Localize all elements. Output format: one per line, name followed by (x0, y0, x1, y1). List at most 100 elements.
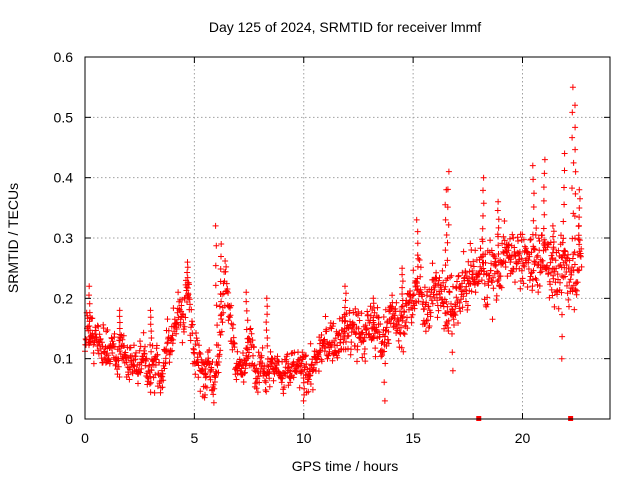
spike-point (86, 292, 92, 299)
spike-point (212, 282, 219, 289)
dip-point (558, 355, 565, 362)
data-point (166, 359, 173, 366)
spike-point (218, 241, 225, 247)
y-tick-label: 0.6 (54, 49, 74, 65)
data-point (378, 353, 385, 360)
data-point (507, 235, 513, 242)
spike-point (184, 274, 191, 281)
data-point (535, 235, 542, 242)
dip-point (202, 391, 208, 398)
data-point (259, 360, 266, 367)
spike-point (575, 232, 582, 239)
spike-point (576, 186, 583, 193)
data-point (358, 310, 365, 317)
data-point (490, 285, 497, 292)
data-point (263, 388, 270, 395)
data-point (457, 283, 464, 290)
data-point (478, 277, 485, 284)
data-point (572, 286, 579, 293)
dip-point (301, 391, 308, 398)
data-point (489, 316, 496, 323)
y-axis-label: SRMTID / TECUs (5, 183, 21, 293)
data-point (278, 379, 285, 386)
dip-point (449, 367, 456, 374)
data-point (253, 385, 260, 392)
data-point (576, 237, 583, 244)
spike-point (399, 278, 406, 285)
data-point (121, 342, 128, 349)
spike-point (569, 185, 575, 192)
data-point (426, 323, 433, 329)
spike-point (495, 233, 502, 240)
data-point (435, 307, 442, 314)
data-points (82, 84, 585, 421)
data-point (227, 312, 234, 319)
data-point (208, 366, 215, 373)
data-point (309, 386, 316, 393)
data-point (444, 303, 451, 310)
spike-point (569, 109, 576, 116)
data-point (451, 322, 457, 328)
data-point (393, 299, 400, 306)
data-point (170, 336, 177, 343)
data-point (529, 276, 536, 283)
data-point (504, 273, 511, 280)
data-point (495, 269, 502, 276)
data-point (544, 240, 551, 247)
spike-point (561, 252, 568, 259)
data-point (131, 342, 137, 349)
spike-point (218, 316, 225, 322)
spike-point (540, 225, 547, 232)
data-point (445, 328, 452, 334)
data-point (348, 339, 355, 346)
data-point (467, 262, 474, 269)
data-point (571, 306, 578, 313)
y-tick-label: 0.1 (54, 351, 74, 367)
data-point (536, 283, 543, 289)
data-point (395, 337, 402, 344)
data-point (372, 345, 379, 352)
data-point (279, 375, 286, 382)
data-point (533, 277, 540, 283)
spike-point (116, 325, 123, 332)
data-point (556, 263, 562, 270)
data-point (245, 335, 252, 342)
data-point (401, 331, 408, 338)
dip-point (382, 360, 389, 367)
data-point (529, 283, 536, 290)
spike-point (184, 259, 191, 266)
data-point (386, 308, 393, 315)
data-point (160, 377, 167, 384)
data-point (169, 332, 176, 339)
dip-point (202, 374, 209, 381)
data-point (489, 279, 496, 286)
data-point (400, 330, 407, 337)
data-point (305, 376, 312, 383)
data-point (494, 278, 501, 285)
spike-point (444, 257, 451, 264)
data-point (302, 371, 309, 378)
data-point (466, 268, 473, 275)
data-point (470, 258, 477, 265)
data-point (143, 355, 150, 362)
spike-point (480, 187, 486, 194)
data-point (498, 284, 505, 291)
data-point (526, 277, 533, 284)
data-point (177, 316, 184, 323)
spike-point (550, 244, 557, 251)
data-point (409, 297, 415, 304)
spike-point (244, 317, 251, 324)
data-point (415, 298, 422, 305)
data-point (231, 340, 238, 347)
data-point (578, 263, 585, 270)
data-point (329, 357, 336, 364)
spike-point (442, 201, 449, 208)
data-point (210, 381, 217, 388)
data-point (552, 279, 559, 286)
data-point (467, 240, 474, 247)
data-point (527, 236, 534, 243)
data-point (527, 237, 534, 243)
spike-point (264, 303, 271, 310)
data-point (548, 286, 555, 293)
data-point (520, 280, 527, 287)
